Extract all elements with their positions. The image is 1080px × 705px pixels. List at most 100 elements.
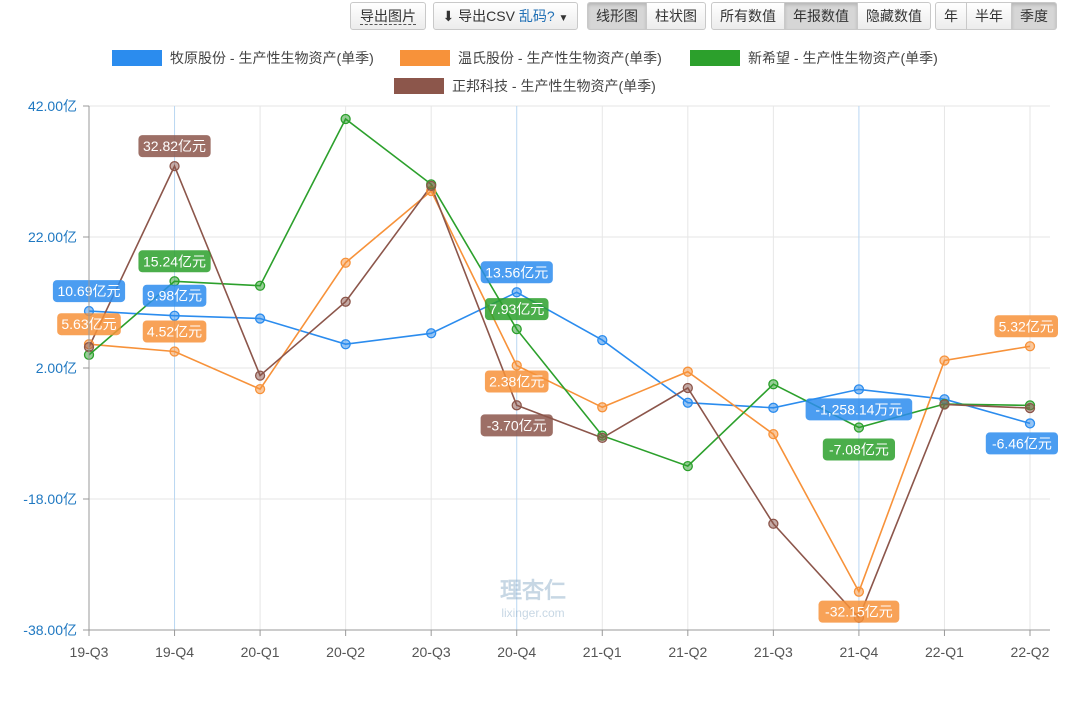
data-label-muyuan: 9.98亿元: [142, 284, 207, 307]
caret-down-icon: ▼: [558, 13, 569, 24]
legend-item-zhengbang[interactable]: 正邦科技 - 生产性生物资产(单季): [394, 77, 656, 95]
data-label-text: -1,258.14万元: [815, 401, 902, 417]
labels-layer: 10.69亿元 9.98亿元13.56亿元-1,258.14万元-6.46亿元5.…: [52, 135, 1058, 623]
series-line-wens: [88, 189, 1031, 594]
data-point-zhengbang: [939, 399, 950, 410]
data-point-newhope: [340, 113, 351, 125]
data-point-muyuan: [340, 339, 351, 350]
legend-item-newhope[interactable]: 新希望 - 生产性生物资产(单季): [690, 49, 938, 67]
x-tick-label: 20-Q3: [412, 644, 451, 660]
data-label-text: 32.82亿元: [143, 138, 206, 154]
data-label-text: 4.52亿元: [147, 323, 202, 339]
data-point-newhope: [682, 460, 693, 472]
legend-label-muyuan: 牧原股份 - 生产性生物资产(单季): [170, 50, 374, 66]
value-mode-all-button[interactable]: 所有数值: [711, 2, 785, 30]
x-tick-label: 19-Q4: [155, 644, 194, 660]
period-year-button[interactable]: 年: [935, 2, 967, 30]
legend-item-muyuan[interactable]: 牧原股份 - 生产性生物资产(单季): [112, 49, 374, 67]
data-label-wens: -32.15亿元: [818, 600, 900, 623]
legend-swatch-muyuan: [112, 50, 162, 66]
axis-layer: 42.00亿 22.00亿 2.00亿 -18.00亿 -38.00亿 19-Q3 19-Q…: [23, 98, 1050, 660]
export-image-button[interactable]: 导出图片: [350, 2, 426, 30]
watermark: 理杏仁 lixinger.com: [500, 578, 566, 620]
value-mode-group: 所有数值 年报数值 隐藏数值: [711, 2, 931, 30]
data-label-newhope: 7.93亿元: [484, 298, 549, 321]
data-point-zhengbang: [768, 518, 779, 529]
x-tick-label: 22-Q1: [925, 644, 964, 660]
data-point-wens: [340, 257, 351, 268]
data-label-text: 2.38亿元: [489, 374, 544, 390]
data-point-zhengbang: [254, 370, 266, 381]
data-label-box: [985, 432, 1058, 455]
data-label-muyuan: -6.46亿元: [985, 432, 1058, 455]
export-csv-button[interactable]: ⬇ 导出CSV 乱码? ▼: [433, 2, 578, 30]
data-label-text: 13.56亿元: [485, 264, 548, 280]
legend-item-wens[interactable]: 温氏股份 - 生产性生物资产(单季): [400, 49, 662, 67]
data-label-box: [822, 438, 896, 461]
series-line-muyuan: [88, 291, 1031, 425]
data-point-muyuan: [426, 328, 437, 339]
watermark-logo: 理杏仁: [500, 578, 566, 603]
data-label-box: [484, 298, 549, 321]
data-point-zhengbang: [511, 400, 522, 411]
data-label-box: [484, 370, 549, 393]
data-point-zhengbang: [169, 160, 180, 172]
value-mode-hide-button[interactable]: 隐藏数值: [858, 2, 931, 30]
data-point-muyuan: [597, 334, 608, 346]
chart-type-bar-button[interactable]: 柱状图: [647, 2, 706, 30]
chart-type-line-button[interactable]: 线形图: [587, 2, 647, 30]
export-csv-label: 导出CSV: [458, 8, 515, 24]
x-tick-label: 20-Q4: [497, 644, 536, 660]
x-tick-label: 22-Q2: [1011, 644, 1050, 660]
data-point-zhengbang: [340, 296, 351, 307]
period-group: 年 半年 季度: [935, 2, 1057, 30]
x-tick-label: 19-Q3: [70, 644, 109, 660]
data-point-newhope: [254, 280, 266, 291]
legend-label-wens: 温氏股份 - 生产性生物资产(单季): [458, 50, 662, 66]
data-point-zhengbang: [597, 432, 608, 444]
data-point-wens: [511, 360, 522, 371]
data-point-muyuan: [1024, 418, 1036, 429]
data-point-muyuan: [169, 310, 180, 321]
data-point-wens: [254, 383, 266, 395]
data-point-newhope: [511, 324, 522, 335]
y-tick-label: 22.00亿: [28, 229, 77, 245]
data-label-text: 15.24亿元: [143, 253, 206, 269]
x-tick-label: 20-Q2: [326, 644, 365, 660]
data-point-muyuan: [853, 384, 865, 395]
legend-label-newhope: 新希望 - 生产性生物资产(单季): [748, 50, 938, 66]
data-label-box: [805, 398, 913, 421]
export-image-label: 导出图片: [360, 8, 416, 25]
period-quarter-button[interactable]: 季度: [1012, 2, 1057, 30]
data-point-wens: [682, 366, 693, 377]
data-point-muyuan: [682, 397, 693, 408]
data-label-text: -32.15亿元: [825, 604, 893, 620]
data-label-text: 9.98亿元: [147, 288, 202, 304]
data-point-muyuan: [511, 287, 522, 298]
data-label-muyuan: -1,258.14万元: [805, 398, 913, 421]
data-point-wens: [597, 402, 608, 413]
data-label-wens: 2.38亿元: [484, 370, 549, 393]
garbled-link[interactable]: 乱码?: [518, 8, 555, 24]
data-label-zhengbang: 32.82亿元: [138, 135, 211, 158]
data-label-text: 7.93亿元: [489, 301, 544, 317]
data-label-box: [142, 284, 207, 307]
data-point-zhengbang: [426, 180, 437, 192]
y-tick-label: 42.00亿: [28, 98, 77, 114]
data-point-zhengbang: [1024, 402, 1036, 414]
data-label-box: [138, 135, 211, 158]
data-label-box: [142, 320, 207, 343]
y-tick-label: 2.00亿: [36, 360, 77, 376]
data-label-box: [818, 600, 900, 623]
data-point-wens: [853, 586, 865, 597]
period-halfyear-button[interactable]: 半年: [967, 2, 1012, 30]
value-mode-annual-button[interactable]: 年报数值: [785, 2, 858, 30]
data-point-wens: [1024, 341, 1036, 352]
data-label-wens: 4.52亿元: [142, 320, 207, 343]
y-tick-label: -18.00亿: [23, 491, 77, 507]
data-point-newhope: [169, 276, 180, 287]
data-point-muyuan: [254, 313, 266, 324]
data-label-newhope: 15.24亿元: [138, 250, 211, 273]
x-tick-label: 21-Q1: [583, 644, 622, 660]
